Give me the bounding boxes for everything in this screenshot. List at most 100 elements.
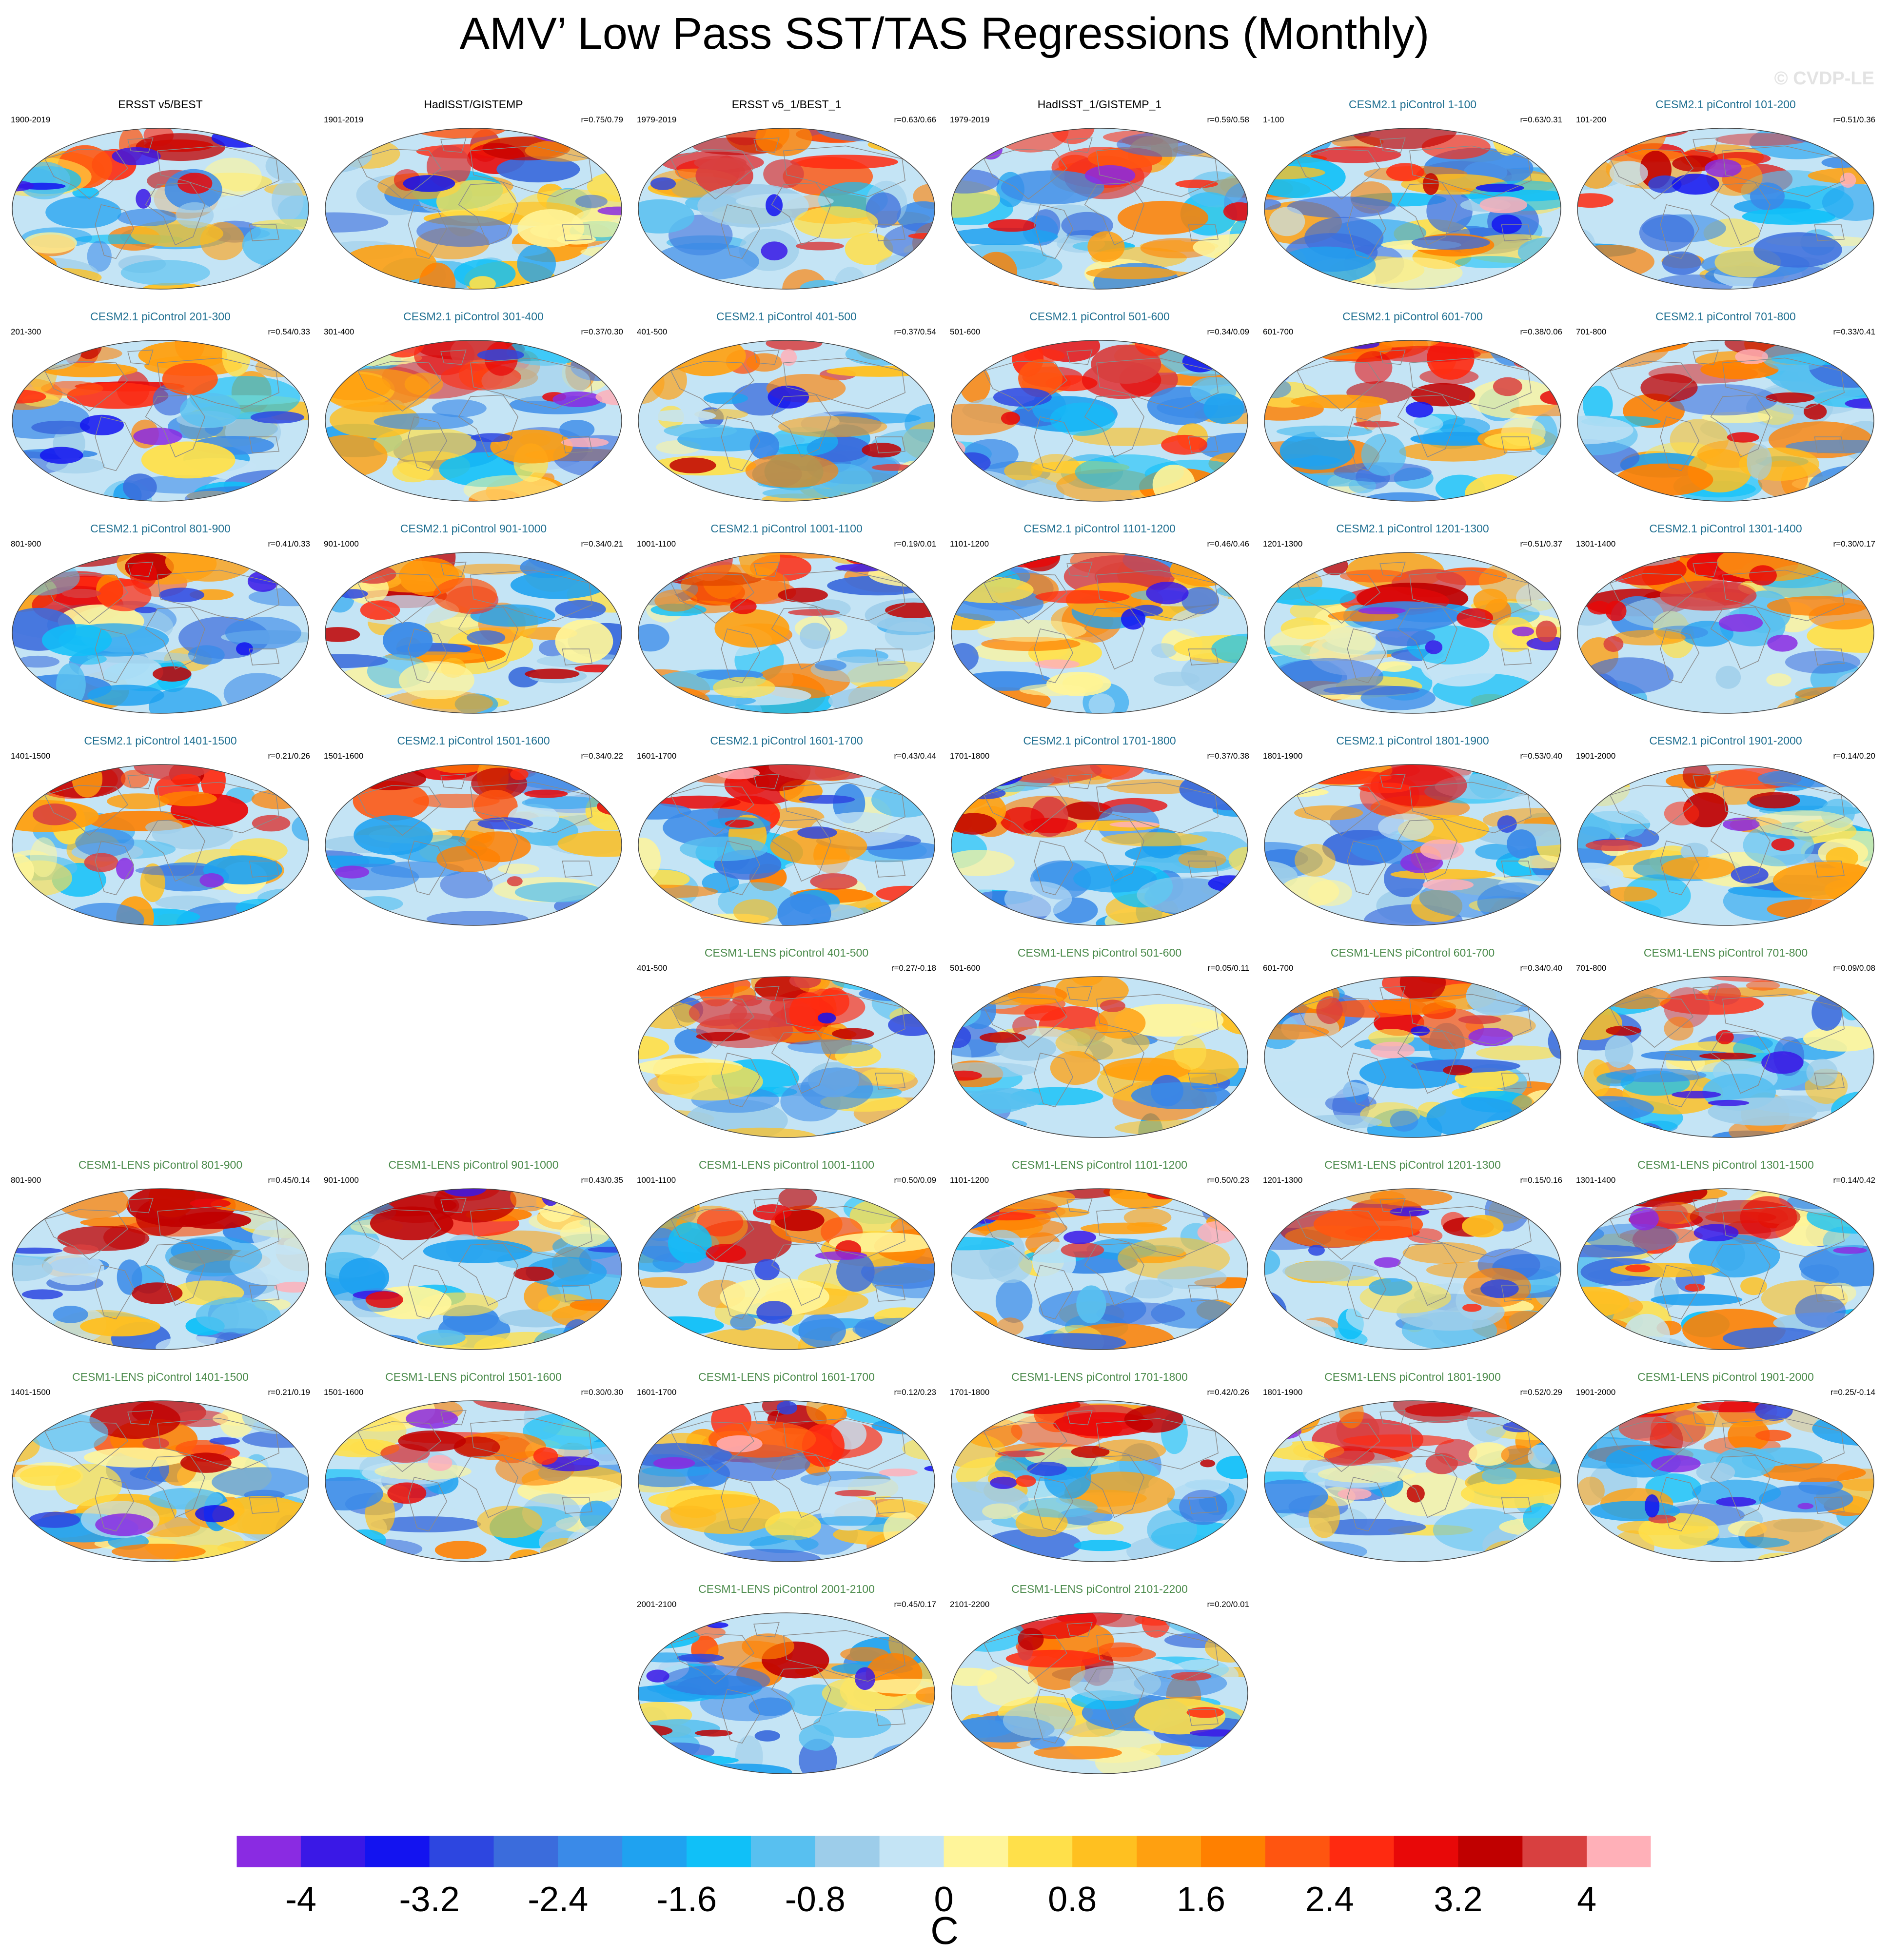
panel-years: 1201-1300 [1263,539,1303,549]
field-core [1577,362,1602,378]
coastline [562,1285,593,1302]
field-contour [1087,231,1125,262]
field-contour [1295,770,1392,784]
coastline [44,785,129,836]
field-contour [1073,864,1157,893]
coastline [1296,361,1381,412]
regression-map [951,976,1248,1138]
coastline [1084,819,1144,882]
field-core [788,609,840,616]
field-core [1512,627,1535,637]
field-contour [53,1306,88,1323]
coastline [1379,1198,1406,1214]
field-contour [469,276,496,289]
field-core [1458,1015,1501,1024]
panel-correlation: r=0.12/0.23 [894,1388,937,1397]
panel-title: CESM2.1 piControl 101-200 [1655,98,1796,111]
field-core [131,1282,183,1304]
field-contour [15,268,102,287]
field-contour [514,882,605,902]
field-core [951,813,997,835]
field-core [209,1437,240,1445]
field-contour [1157,1266,1227,1290]
coastline [157,1206,279,1258]
coastline [983,1209,1068,1260]
coastline [1096,1418,1219,1470]
field-core [1219,128,1247,140]
panel-correlation: r=0.37/0.38 [1207,751,1250,761]
field-contour [647,1335,675,1350]
coastline [1409,1206,1532,1258]
field-contour [557,831,622,857]
field-core [997,1450,1045,1457]
field-contour [951,404,1019,435]
field-core [766,194,783,216]
field-contour [951,1754,994,1774]
coastline [1296,573,1381,624]
colorbar-box [558,1836,623,1867]
panel-correlation: r=0.34/0.21 [581,539,624,549]
coastline [1710,182,1771,246]
field-core [1425,1453,1458,1474]
coastline [783,357,905,410]
field-core [79,414,124,435]
field-core [1406,1485,1425,1503]
field-contour [1126,1222,1163,1233]
regression-map [1577,764,1874,926]
coastline [1397,1031,1457,1094]
field-contour [1411,235,1490,250]
panel-correlation: r=0.37/0.30 [581,327,624,336]
field-contour [1178,850,1226,868]
field-contour [1269,1079,1371,1099]
field-core [112,147,161,165]
field-core [1023,818,1078,833]
field-contour [126,1189,236,1227]
field-contour [638,685,681,713]
field-contour [374,1463,472,1480]
field-core [1358,783,1412,793]
field-contour [1493,617,1535,652]
field-contour [1811,994,1842,1031]
coastline [357,785,442,836]
field-contour [248,588,309,607]
field-contour [951,1739,973,1773]
coastline [1084,394,1144,458]
coastline [1814,1497,1845,1514]
coastline [1066,986,1093,1001]
field-core [1581,1189,1622,1198]
colorbar-box [1329,1836,1395,1867]
coastline [721,204,761,259]
field-core [646,1669,669,1683]
coastline [771,607,831,670]
regression-map [638,340,935,502]
coastline [771,1455,831,1518]
field-contour [749,1535,819,1553]
field-contour [212,1467,309,1497]
field-core [477,817,533,830]
field-contour [657,1062,763,1101]
field-contour [597,475,622,501]
panel-title: CESM1-LENS piControl 1801-1900 [1324,1371,1501,1383]
field-contour [135,865,227,876]
coastline [1814,1073,1845,1090]
field-contour [141,441,236,479]
field-core [39,447,83,464]
panel-title: CESM2.1 piControl 1801-1900 [1336,734,1489,747]
field-contour [89,1401,181,1439]
field-contour [1821,157,1868,169]
field-contour [80,1316,160,1336]
field-contour [581,487,622,501]
coastline [670,573,755,624]
field-contour [1801,980,1874,997]
coastline [1296,1421,1381,1472]
field-contour [476,1506,543,1538]
coastline [1660,1264,1700,1320]
field-contour [120,260,210,286]
field-contour [1291,1338,1352,1350]
field-core [1625,1264,1651,1273]
field-contour [40,381,103,396]
panel-title: CESM1-LENS piControl 901-1000 [388,1158,559,1171]
regression-map [1577,128,1874,290]
coastline [1692,137,1719,153]
field-contour [1381,1472,1475,1516]
